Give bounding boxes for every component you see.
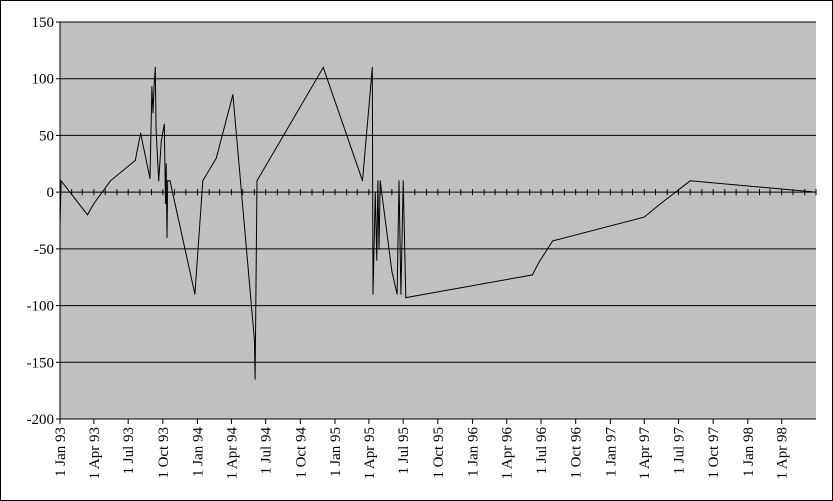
y-tick-label: -100 bbox=[27, 299, 55, 315]
data-point bbox=[391, 271, 393, 273]
data-point bbox=[155, 129, 157, 131]
x-tick-label: 1 Jul 94 bbox=[259, 427, 275, 475]
series-line bbox=[59, 66, 817, 380]
x-tick-label: 1 Jan 96 bbox=[465, 427, 481, 477]
x-tick-label: 1 Apr 94 bbox=[224, 427, 240, 480]
x-tick-label: 1 Jul 97 bbox=[672, 427, 688, 475]
data-point bbox=[253, 339, 255, 341]
data-point bbox=[396, 293, 398, 295]
data-point bbox=[372, 293, 374, 295]
x-tick-label: 1 Apr 96 bbox=[500, 427, 516, 480]
data-point bbox=[160, 140, 162, 142]
data-point bbox=[166, 237, 168, 239]
data-point bbox=[379, 180, 381, 182]
data-point bbox=[643, 216, 645, 218]
x-axis-ticks: 1 Jan 93 1 Apr 93 1 Jul 93 1 Oct 93 1 Jan 94… bbox=[53, 22, 817, 480]
x-tick-label: 1 Jan 95 bbox=[328, 427, 344, 477]
x-tick-label: 1 Jul 96 bbox=[534, 427, 550, 475]
data-point bbox=[194, 293, 196, 295]
x-tick-label: 1 Oct 94 bbox=[293, 427, 309, 479]
x-tick-label: 1 Oct 97 bbox=[706, 427, 722, 479]
gridlines bbox=[60, 21, 816, 363]
data-point bbox=[254, 378, 256, 380]
y-tick-label: 50 bbox=[39, 128, 54, 144]
x-tick-label: 1 Oct 93 bbox=[156, 427, 172, 479]
x-tick-label: 1 Apr 95 bbox=[362, 427, 378, 480]
data-point bbox=[158, 180, 160, 182]
series-layer bbox=[59, 66, 817, 380]
data-point bbox=[151, 86, 153, 88]
data-point bbox=[152, 112, 154, 114]
data-point bbox=[378, 248, 380, 250]
data-point bbox=[215, 157, 217, 159]
y-tick-label: -200 bbox=[27, 412, 55, 428]
y-tick-label: -150 bbox=[27, 355, 55, 371]
data-point bbox=[374, 191, 376, 193]
data-point bbox=[154, 66, 156, 68]
data-point bbox=[167, 180, 169, 182]
x-tick-label: 1 Apr 98 bbox=[775, 427, 791, 480]
data-point bbox=[815, 191, 817, 193]
data-point bbox=[134, 159, 136, 161]
data-point bbox=[153, 83, 155, 85]
data-point bbox=[322, 66, 324, 68]
x-tick-label: 1 Oct 96 bbox=[569, 427, 585, 479]
data-point bbox=[689, 180, 691, 182]
y-axis-ticks: 150 100 50 0 -50 -100 -150 -200 bbox=[27, 15, 60, 428]
data-point bbox=[165, 163, 167, 165]
y-tick-label: -50 bbox=[34, 242, 54, 258]
x-tick-label: 1 Jan 97 bbox=[603, 427, 619, 477]
x-tick-label: 1 Apr 93 bbox=[87, 427, 103, 480]
data-point bbox=[202, 180, 204, 182]
data-point bbox=[86, 214, 88, 216]
data-point bbox=[377, 180, 379, 182]
data-point bbox=[402, 180, 404, 182]
plot-area bbox=[60, 22, 816, 419]
y-tick-label: 100 bbox=[32, 72, 55, 88]
x-tick-label: 1 Jul 93 bbox=[121, 427, 137, 475]
data-point bbox=[109, 180, 111, 182]
data-point bbox=[164, 202, 166, 204]
data-point bbox=[93, 202, 95, 204]
x-tick-label: 1 Jan 93 bbox=[53, 427, 69, 477]
data-point bbox=[361, 180, 363, 182]
data-point bbox=[660, 202, 662, 204]
data-point bbox=[376, 259, 378, 261]
data-point bbox=[140, 132, 142, 134]
x-tick-label: 1 Jan 98 bbox=[741, 427, 757, 477]
data-point bbox=[531, 274, 533, 276]
data-point bbox=[400, 293, 402, 295]
data-point bbox=[405, 297, 407, 299]
x-tick-label: 1 Apr 97 bbox=[637, 427, 653, 480]
data-point bbox=[149, 178, 151, 180]
data-point bbox=[163, 123, 165, 125]
data-point bbox=[552, 240, 554, 242]
x-tick-label: 1 Oct 95 bbox=[431, 427, 447, 479]
data-point bbox=[59, 225, 61, 227]
x-tick-label: 1 Jul 95 bbox=[396, 427, 412, 475]
data-point bbox=[169, 180, 171, 182]
data-point bbox=[256, 180, 258, 182]
data-point bbox=[232, 94, 234, 96]
data-point bbox=[538, 261, 540, 263]
y-tick-label: 150 bbox=[32, 15, 55, 31]
data-point bbox=[371, 66, 373, 68]
x-tick-label: 1 Jan 94 bbox=[190, 427, 206, 477]
data-point bbox=[60, 180, 62, 182]
data-point bbox=[398, 180, 400, 182]
y-tick-label: 0 bbox=[47, 185, 55, 201]
